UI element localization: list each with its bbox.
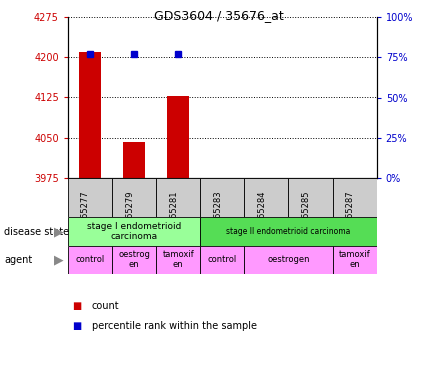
Bar	[123, 142, 145, 178]
Bar	[156, 178, 200, 218]
Bar	[289, 178, 332, 218]
Text: control: control	[208, 255, 237, 264]
Text: tamoxif
en: tamoxif en	[339, 250, 371, 269]
Text: GDS3604 / 35676_at: GDS3604 / 35676_at	[154, 9, 284, 22]
Text: GSM65283: GSM65283	[213, 191, 223, 236]
Text: GSM65281: GSM65281	[169, 191, 178, 236]
Text: disease state: disease state	[4, 226, 70, 237]
Text: GSM65277: GSM65277	[81, 191, 90, 236]
Bar	[68, 178, 112, 218]
Bar	[332, 178, 377, 218]
Text: GSM65279: GSM65279	[125, 191, 134, 236]
Text: GSM65284: GSM65284	[258, 191, 266, 236]
Text: ■: ■	[72, 321, 81, 331]
Text: percentile rank within the sample: percentile rank within the sample	[92, 321, 257, 331]
Bar	[68, 217, 200, 246]
Text: agent: agent	[4, 255, 32, 265]
Text: count: count	[92, 301, 120, 310]
Text: stage I endometrioid
carcinoma: stage I endometrioid carcinoma	[87, 222, 181, 241]
Bar	[112, 246, 156, 274]
Bar	[200, 217, 377, 246]
Text: ▶: ▶	[54, 225, 64, 238]
Bar	[244, 178, 289, 218]
Bar	[68, 246, 112, 274]
Bar	[156, 246, 200, 274]
Bar	[167, 96, 189, 178]
Bar	[79, 52, 101, 178]
Text: ■: ■	[72, 301, 81, 310]
Text: ▶: ▶	[54, 253, 64, 266]
Text: GSM65285: GSM65285	[301, 191, 311, 236]
Bar	[244, 246, 332, 274]
Bar	[200, 178, 244, 218]
Bar	[112, 178, 156, 218]
Text: tamoxif
en: tamoxif en	[162, 250, 194, 269]
Bar	[332, 246, 377, 274]
Text: oestrogen: oestrogen	[267, 255, 310, 264]
Text: control: control	[75, 255, 105, 264]
Bar	[200, 246, 244, 274]
Text: GSM65287: GSM65287	[346, 191, 355, 236]
Text: oestrog
en: oestrog en	[118, 250, 150, 269]
Text: stage II endometrioid carcinoma: stage II endometrioid carcinoma	[226, 227, 351, 236]
